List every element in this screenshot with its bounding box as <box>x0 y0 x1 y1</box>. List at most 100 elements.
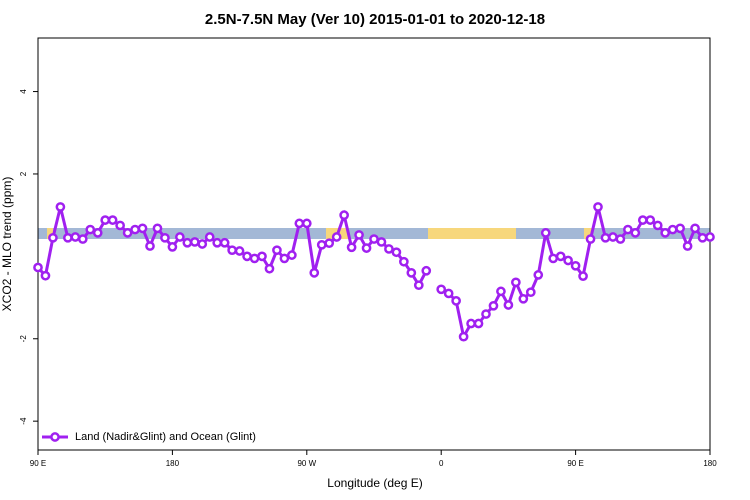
data-point <box>667 224 678 235</box>
y-tick-label: -2 <box>19 335 28 343</box>
legend-marker <box>50 432 60 442</box>
data-point <box>511 277 521 288</box>
data-point <box>488 300 499 311</box>
data-point <box>473 318 484 329</box>
data-point <box>63 232 73 243</box>
data-point <box>324 238 335 249</box>
data-point <box>197 239 208 249</box>
data-point <box>294 218 305 229</box>
x-tick-label: 180 <box>703 459 717 468</box>
land-band <box>47 228 53 239</box>
data-point <box>55 202 66 212</box>
data-point <box>540 228 551 238</box>
land-band <box>584 228 592 239</box>
data-point <box>369 234 379 244</box>
data-point <box>675 223 685 234</box>
data-point <box>219 237 230 248</box>
data-point <box>107 215 118 225</box>
data-point <box>234 246 245 256</box>
data-point <box>354 230 364 240</box>
data-point <box>331 232 342 242</box>
data-point <box>70 232 81 242</box>
data-point <box>451 296 461 306</box>
data-point <box>518 293 529 304</box>
data-point <box>152 223 163 234</box>
data-point <box>384 244 394 254</box>
data-point <box>585 234 596 244</box>
data-point <box>249 253 260 264</box>
data-point <box>496 286 506 297</box>
data-point <box>77 234 88 244</box>
data-point <box>339 210 349 221</box>
data-point <box>421 265 432 276</box>
data-point <box>33 262 43 273</box>
data-point <box>309 267 320 278</box>
x-tick-label: 90 W <box>297 459 316 468</box>
data-point <box>346 242 357 253</box>
data-point <box>615 234 626 244</box>
x-tick-label: 90 E <box>30 459 46 468</box>
data-point <box>406 267 417 278</box>
data-point <box>682 241 693 251</box>
data-point <box>555 251 566 262</box>
data-point <box>391 247 402 258</box>
data-point <box>593 202 603 212</box>
x-axis-label: Longitude (deg E) <box>327 476 422 490</box>
x-tick-label: 90 E <box>567 459 583 468</box>
data-point <box>525 287 536 298</box>
data-point <box>466 318 476 329</box>
data-point <box>92 228 103 238</box>
data-point <box>189 237 200 247</box>
data-point <box>100 215 111 225</box>
land-band <box>428 228 516 239</box>
data-point <box>637 215 648 225</box>
data-point <box>212 237 223 248</box>
data-point <box>175 232 185 242</box>
legend-label: Land (Nadir&Glint) and Ocean (Glint) <box>75 431 256 443</box>
data-point <box>242 251 252 262</box>
data-point <box>660 228 671 238</box>
data-point <box>608 232 618 242</box>
data-point <box>361 243 372 253</box>
data-point <box>376 237 387 247</box>
data-point <box>145 241 155 251</box>
data-point <box>413 280 424 291</box>
data-point <box>130 224 140 235</box>
data-point <box>48 232 58 243</box>
data-point <box>503 300 514 310</box>
ocean-band <box>38 228 710 239</box>
data-point <box>264 263 275 274</box>
data-point <box>690 223 700 234</box>
data-point <box>279 253 290 264</box>
data-point <box>227 245 237 256</box>
data-point <box>481 309 491 319</box>
data-point <box>458 331 469 342</box>
x-tick-label: 0 <box>439 459 444 468</box>
data-point <box>697 232 708 243</box>
chart-title: 2.5N-7.5N May (Ver 10) 2015-01-01 to 202… <box>205 11 545 28</box>
data-point <box>272 245 282 256</box>
data-point <box>645 215 656 225</box>
data-point <box>167 242 178 252</box>
data-point <box>705 232 715 242</box>
data-point <box>115 220 125 231</box>
data-point <box>533 270 544 280</box>
data-point <box>600 232 611 243</box>
data-point <box>257 251 267 262</box>
data-point <box>301 218 312 229</box>
data-point <box>570 260 581 271</box>
data-point <box>182 237 193 248</box>
data-point <box>652 220 663 231</box>
data-point <box>160 232 170 243</box>
data-point <box>623 224 633 235</box>
data-point <box>287 250 297 260</box>
data-point <box>548 253 559 264</box>
data-point <box>85 224 96 235</box>
data-point <box>204 232 215 242</box>
y-tick-label: 4 <box>19 89 28 94</box>
y-tick-label: -4 <box>19 417 28 425</box>
data-point <box>443 288 454 299</box>
data-point <box>316 239 327 250</box>
